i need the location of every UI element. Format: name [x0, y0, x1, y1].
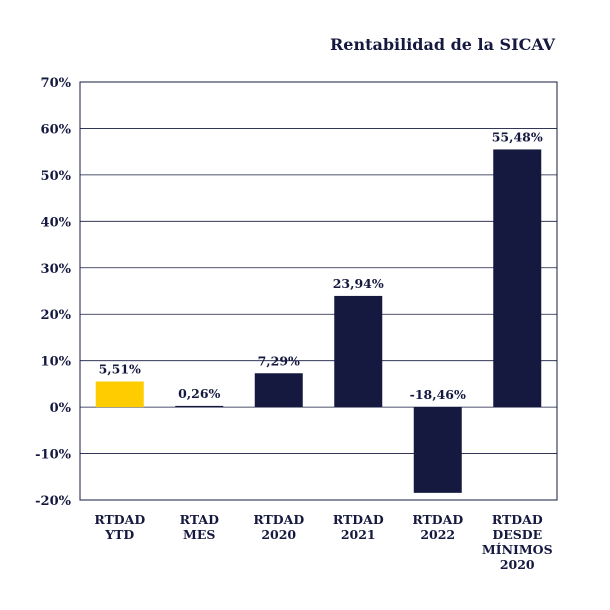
bars — [95, 149, 542, 493]
bar — [175, 405, 224, 408]
bar — [254, 373, 303, 408]
x-tick-label: RTDAD 2021 — [333, 512, 384, 542]
grid-lines — [80, 81, 557, 501]
data-label: 0,26% — [178, 386, 220, 401]
y-tick-label: 20% — [41, 308, 72, 323]
x-tick-label: RTDAD DESDE MÍNIMOS 2020 — [482, 512, 553, 572]
data-label: -18,46% — [410, 387, 466, 402]
y-tick-label: 40% — [41, 215, 72, 230]
x-tick-label: RTDAD 2022 — [412, 512, 463, 542]
data-label: 55,48% — [492, 129, 543, 144]
data-label: 23,94% — [333, 276, 384, 291]
bar — [493, 149, 542, 408]
x-tick-label: RTDAD YTD — [94, 512, 145, 542]
bar — [95, 381, 144, 408]
x-tick-label: RTDAD 2020 — [253, 512, 304, 542]
y-tick-label: -10% — [35, 448, 71, 463]
y-tick-label: 50% — [41, 169, 72, 184]
data-label: 7,29% — [258, 353, 300, 368]
y-tick-label: 0% — [50, 401, 72, 416]
data-label: 5,51% — [99, 362, 141, 377]
y-tick-label: 30% — [41, 262, 72, 277]
bar — [334, 295, 383, 408]
y-tick-label: 10% — [41, 355, 72, 370]
y-tick-label: -20% — [35, 494, 71, 509]
y-tick-label: 60% — [41, 122, 72, 137]
bar — [413, 407, 462, 493]
y-axis: 70% 60% 50% 40% 30% 20% 10% 0% -10% -20% — [35, 76, 71, 509]
x-tick-label: RTAD MES — [180, 512, 219, 542]
chart-title: Rentabilidad de la SICAV — [330, 35, 556, 54]
x-axis: RTDAD YTD RTAD MES RTDAD 2020 RTDAD 2021 RTDAD 20… — [94, 512, 552, 572]
plot-frame — [79, 81, 558, 501]
y-tick-label: 70% — [41, 76, 72, 91]
data-labels: 5,51% 0,26% 7,29% 23,94% -18,46% 55,48% — [99, 129, 543, 402]
